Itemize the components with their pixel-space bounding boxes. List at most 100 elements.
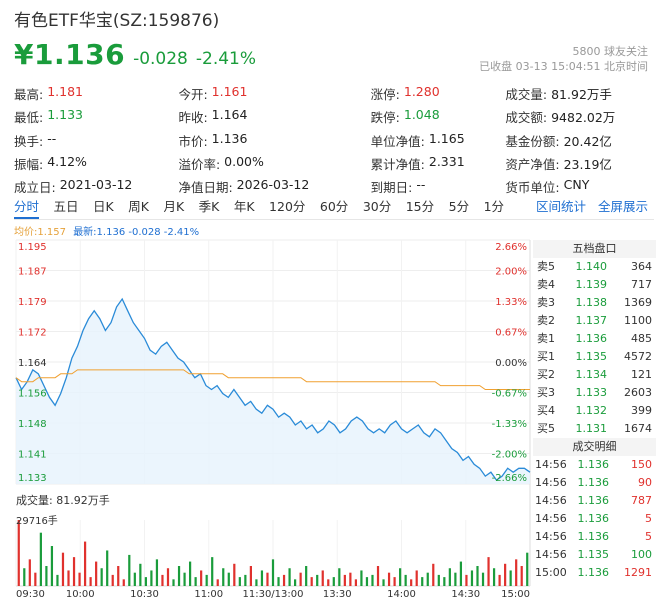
volume-bar	[100, 568, 103, 586]
stat-row: 成立日: 2021-03-12 净值日期: 2026-03-12 到期日: -- 货币单位:…	[14, 175, 654, 198]
tab-1[interactable]: 五日	[53, 199, 79, 214]
stat-cell: 最高: 1.181	[14, 84, 178, 103]
orderbook-row: 卖5 1.140 364	[533, 258, 656, 276]
volume-bar	[498, 574, 501, 586]
orderbook-cell: 364	[631, 260, 652, 273]
stat-label: 换手:	[14, 133, 44, 149]
tab-4[interactable]: 月K	[163, 199, 185, 214]
volume-bar	[194, 577, 197, 586]
tab-6[interactable]: 年K	[233, 199, 255, 214]
side-panel: 五档盘口 卖5 1.140 364 卖4 1.139 717 卖3 1.138 1369 卖2 1.…	[533, 240, 656, 582]
stat-cell: 昨收: 1.164	[178, 107, 370, 126]
trade-row: 14:56 1.136 787	[533, 492, 656, 510]
trades-title: 成交明细	[533, 438, 656, 456]
orderbook-row: 卖2 1.137 1100	[533, 312, 656, 330]
stats-grid: 最高: 1.181 今开: 1.161 涨停: 1.280 成交量: 81.92万手 最低: 1.…	[14, 82, 654, 198]
stat-cell: 单位净值: 1.165	[371, 131, 506, 150]
tab-7[interactable]: 120分	[269, 199, 306, 214]
stat-value: 1.164	[211, 107, 248, 123]
volume-bar	[321, 570, 324, 586]
volume-bar	[282, 574, 286, 586]
trade-cell: 5	[645, 512, 652, 525]
orderbook-row: 买1 1.135 4572	[533, 348, 656, 366]
orderbook-cell: 485	[631, 332, 652, 345]
volume-bar	[50, 546, 54, 586]
trade-cell: 1.136	[577, 512, 610, 525]
orderbook-cell: 买1	[537, 350, 555, 363]
volume-bar	[133, 572, 136, 586]
tab-2[interactable]: 日K	[93, 199, 114, 214]
volume-bar	[56, 574, 59, 586]
trade-cell: 14:56	[535, 494, 567, 507]
pct-tick-label: -1.33%	[492, 419, 527, 430]
orderbook-cell: 1674	[624, 422, 652, 435]
stat-label: 成立日:	[14, 180, 56, 196]
trade-row: 14:56 1.136 5	[533, 528, 656, 546]
tab-3[interactable]: 周K	[128, 199, 149, 214]
stat-label: 振幅:	[14, 157, 44, 173]
volume-bar	[249, 566, 252, 586]
tab-10[interactable]: 15分	[405, 199, 435, 214]
volume-bar	[128, 554, 131, 586]
orderbook-cell: 717	[631, 278, 652, 291]
volume-bar	[227, 572, 230, 586]
trade-row: 14:56 1.136 5	[533, 510, 656, 528]
orderbook-cell: 1.135	[575, 350, 608, 363]
volume-bar	[150, 570, 153, 586]
volume-bar	[172, 579, 175, 586]
trade-cell: 14:56	[535, 476, 567, 489]
volume-bar	[310, 577, 313, 586]
followers-count[interactable]: 5800 球友关注	[572, 45, 649, 58]
market-status: 已收盘 03-13 15:04:51 北京时间	[479, 60, 648, 73]
volume-bar	[83, 541, 87, 586]
volume-bar	[410, 579, 413, 586]
volume-bar	[177, 566, 181, 586]
tab-9[interactable]: 30分	[362, 199, 392, 214]
tab-12[interactable]: 1分	[483, 199, 505, 214]
volume-bar	[260, 570, 264, 586]
tab-5[interactable]: 季K	[198, 199, 220, 214]
trade-row: 14:56 1.136 150	[533, 456, 656, 474]
volume-bar	[487, 557, 490, 586]
pct-tick-label: -0.67%	[492, 389, 527, 400]
price-tick-label: 1.195	[18, 242, 47, 253]
volume-bar	[349, 572, 352, 586]
tab-0[interactable]: 分时	[14, 196, 40, 219]
stat-cell: 成立日: 2021-03-12	[14, 177, 178, 196]
volume-bar	[448, 568, 451, 586]
orderbook-cell: 卖5	[537, 260, 555, 273]
volume-bar	[332, 577, 335, 586]
volume-bar	[504, 563, 507, 586]
tab-11[interactable]: 5分	[448, 199, 470, 214]
stat-cell: 基金份额: 20.42亿	[505, 131, 654, 150]
orderbook-cell: 1.136	[575, 332, 608, 345]
stat-value: 4.12%	[47, 154, 87, 170]
trade-cell: 1.135	[577, 548, 610, 561]
stat-value: 81.92万手	[551, 87, 612, 103]
volume-bar	[515, 559, 518, 586]
orderbook-cell: 1.131	[575, 422, 608, 435]
range-stats-link[interactable]: 区间统计	[535, 199, 586, 214]
orderbook-cell: 399	[631, 404, 652, 417]
stat-cell: 成交量: 81.92万手	[505, 84, 654, 103]
stat-value: 1.161	[211, 84, 248, 100]
volume-bar	[432, 563, 435, 586]
stat-value: 20.42亿	[563, 133, 612, 149]
price-tick-label: 1.156	[18, 389, 47, 400]
stat-value: 1.165	[428, 130, 465, 146]
volume-bar	[365, 577, 369, 586]
stat-label: 最高:	[14, 87, 44, 103]
price-tick-label: 1.187	[18, 267, 47, 278]
stat-label: 基金份额:	[505, 133, 560, 149]
fullscreen-link[interactable]: 全屏展示	[597, 199, 648, 214]
volume-bar	[28, 559, 31, 586]
trade-row: 14:56 1.136 90	[533, 474, 656, 492]
volume-bar	[233, 563, 236, 586]
stat-cell: 市价: 1.136	[178, 131, 370, 150]
volume-bar	[161, 574, 164, 586]
stat-cell: 成交额: 9482.02万	[505, 107, 654, 126]
orderbook-cell: 2603	[624, 386, 652, 399]
orderbook-cell: 卖3	[537, 296, 555, 309]
tab-8[interactable]: 60分	[319, 199, 349, 214]
